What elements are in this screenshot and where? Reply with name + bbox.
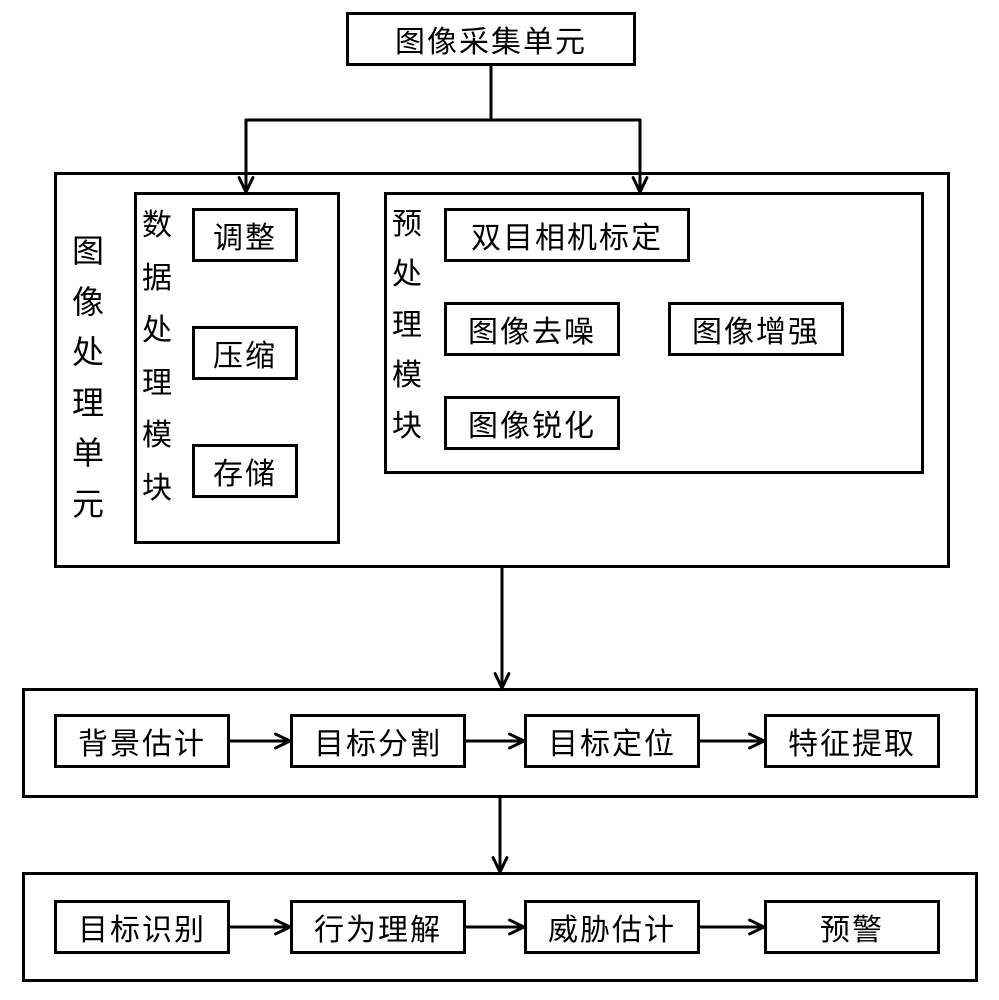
alert-box: 预警: [764, 900, 940, 954]
threat-box: 威胁估计: [524, 900, 700, 954]
locate-label: 目标定位: [548, 719, 676, 763]
adjust-box: 调整: [192, 208, 298, 262]
denoise-box: 图像去噪: [444, 302, 620, 356]
calib-box: 双目相机标定: [444, 208, 690, 262]
bg_est-label: 背景估计: [78, 719, 206, 763]
store-box: 存储: [192, 444, 298, 498]
feat-box: 特征提取: [764, 714, 940, 768]
seg-label: 目标分割: [314, 719, 442, 763]
calib-label: 双目相机标定: [471, 213, 663, 257]
bg_est-box: 背景估计: [54, 714, 230, 768]
behav-label: 行为理解: [314, 905, 442, 949]
denoise-label: 图像去噪: [468, 307, 596, 351]
compress-box: 压缩: [192, 326, 298, 380]
alert-label: 预警: [820, 905, 884, 949]
adjust-label: 调整: [213, 213, 277, 257]
pre_vlabel: 预处理模块: [392, 200, 422, 452]
data_vlabel: 数据处理模块: [142, 200, 172, 515]
compress-label: 压缩: [213, 331, 277, 375]
seg-box: 目标分割: [290, 714, 466, 768]
recog-box: 目标识别: [54, 900, 230, 954]
enhance-label: 图像增强: [692, 307, 820, 351]
threat-label: 威胁估计: [548, 905, 676, 949]
mid_vlabel: 图像处理单元: [72, 226, 104, 529]
top-box: 图像采集单元: [346, 12, 636, 66]
store-label: 存储: [213, 449, 277, 493]
locate-box: 目标定位: [524, 714, 700, 768]
behav-box: 行为理解: [290, 900, 466, 954]
sharpen-label: 图像锐化: [468, 401, 596, 445]
feat-label: 特征提取: [788, 719, 916, 763]
sharpen-box: 图像锐化: [444, 396, 620, 450]
top-label: 图像采集单元: [395, 17, 587, 61]
recog-label: 目标识别: [78, 905, 206, 949]
enhance-box: 图像增强: [668, 302, 844, 356]
